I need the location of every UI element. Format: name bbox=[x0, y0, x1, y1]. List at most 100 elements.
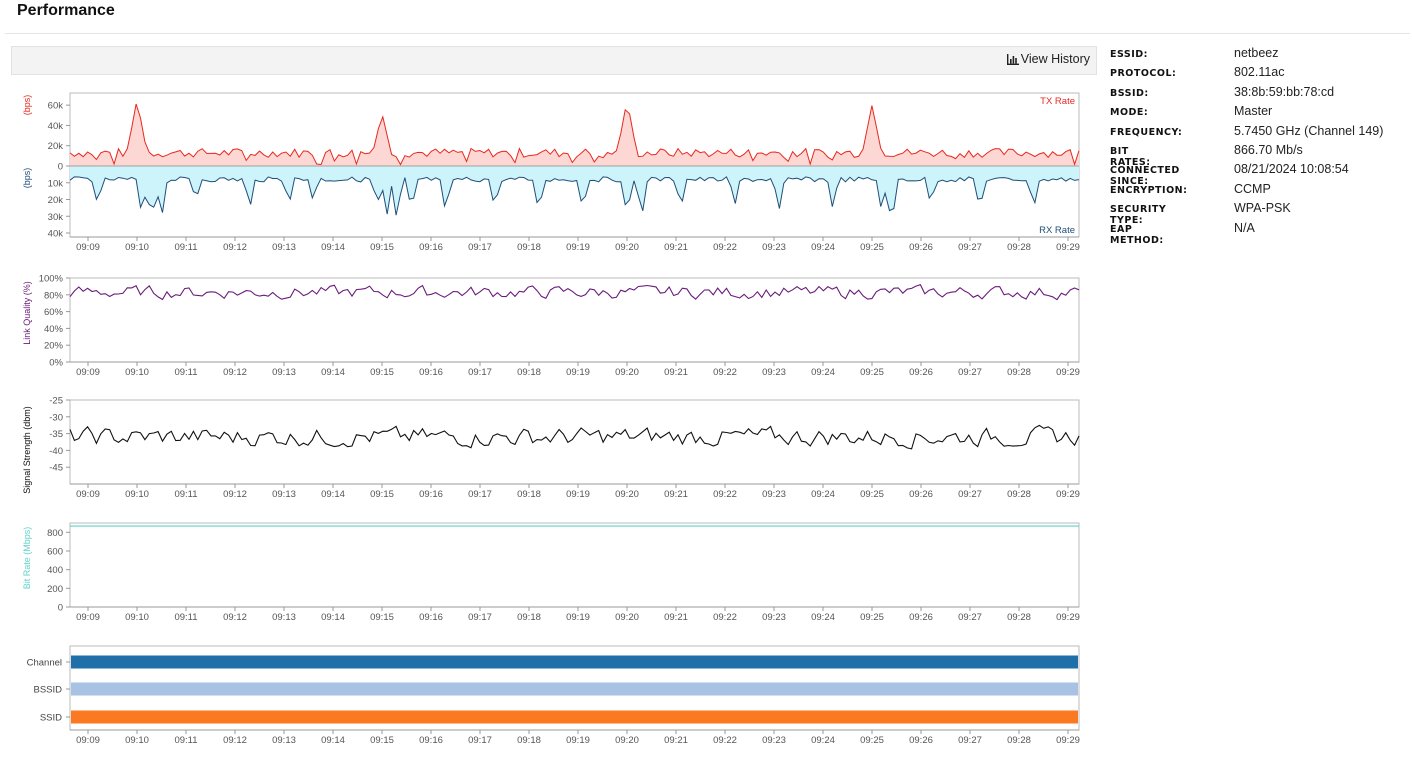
x-tick-label: 09:25 bbox=[860, 735, 884, 746]
view-history-label: View History bbox=[1020, 52, 1090, 66]
y-tick-label: 0% bbox=[49, 358, 63, 369]
info-label: PROTOCOL: bbox=[1110, 68, 1177, 80]
x-tick-label: 09:11 bbox=[174, 612, 197, 623]
y-tick-label: 10k bbox=[48, 178, 64, 189]
x-tick-label: 09:16 bbox=[419, 735, 443, 746]
x-tick-label: 09:14 bbox=[321, 612, 345, 623]
x-tick-label: 09:13 bbox=[272, 735, 296, 746]
x-tick-label: 09:14 bbox=[321, 367, 345, 378]
x-tick-label: 09:28 bbox=[1007, 367, 1031, 378]
x-tick-label: 09:13 bbox=[272, 367, 296, 378]
y-tick-label: 20k bbox=[48, 141, 64, 152]
x-tick-label: 09:28 bbox=[1007, 735, 1031, 746]
y-tick-label: 20% bbox=[44, 341, 64, 352]
x-tick-label: 09:28 bbox=[1007, 489, 1031, 500]
y-tick-label: 40k bbox=[48, 229, 64, 240]
x-tick-label: 09:16 bbox=[419, 489, 443, 500]
performance-charts: 60k 40k 20k 0 10k 20k 30k 40k (bps) (bps) TX Rate R… bbox=[22, 92, 1080, 746]
x-tick-label: 09:24 bbox=[811, 367, 835, 378]
x-tick-label: 09:29 bbox=[1056, 367, 1080, 378]
title-divider bbox=[5, 33, 1410, 34]
x-tick-label: 09:22 bbox=[713, 489, 737, 500]
x-tick-label: 09:20 bbox=[615, 242, 639, 253]
bar-chart-icon bbox=[1006, 53, 1019, 65]
x-tick-label: 09:24 bbox=[811, 489, 835, 500]
x-tick-label: 09:25 bbox=[860, 612, 884, 623]
x-tick-label: 09:11 bbox=[174, 735, 197, 746]
x-tick-label: 09:22 bbox=[713, 735, 737, 746]
view-history-button[interactable]: View History bbox=[1006, 52, 1090, 66]
x-tick-label: 09:17 bbox=[468, 367, 492, 378]
x-tick-label: 09:12 bbox=[223, 612, 247, 623]
x-tick-label: 09:25 bbox=[860, 489, 884, 500]
x-tick-label: 09:13 bbox=[272, 489, 296, 500]
x-tick-label: 09:16 bbox=[419, 367, 443, 378]
y-tick-label: 30k bbox=[48, 212, 64, 223]
link-quality-y-label: Link Quality (%) bbox=[22, 281, 32, 345]
x-tick-label: 09:10 bbox=[125, 735, 149, 746]
x-tick-label: 09:27 bbox=[958, 242, 982, 253]
x-tick-label: 09:15 bbox=[370, 612, 394, 623]
x-tick-label: 09:19 bbox=[566, 612, 590, 623]
x-tick-label: 09:15 bbox=[370, 735, 394, 746]
x-tick-label: 09:20 bbox=[615, 735, 639, 746]
info-label: BSSID: bbox=[1110, 87, 1149, 99]
x-tick-label: 09:14 bbox=[321, 735, 345, 746]
y-tick-label: -25 bbox=[49, 396, 63, 407]
info-value: CCMP bbox=[1234, 181, 1271, 196]
x-tick-label: 09:29 bbox=[1056, 489, 1080, 500]
bit-rate-y-label: Bit Rate (Mbps) bbox=[22, 527, 32, 590]
info-value: Master bbox=[1234, 104, 1273, 119]
x-tick-label: 09:20 bbox=[615, 612, 639, 623]
x-tick-label: 09:18 bbox=[517, 612, 541, 623]
x-tick-label: 09:20 bbox=[615, 367, 639, 378]
x-tick-label: 09:28 bbox=[1007, 612, 1031, 623]
x-tick-label: 09:29 bbox=[1056, 242, 1080, 253]
info-label: FREQUENCY: bbox=[1110, 126, 1183, 138]
x-tick-label: 09:21 bbox=[664, 367, 688, 378]
x-tick-label: 09:15 bbox=[370, 367, 394, 378]
x-tick-label: 09:22 bbox=[713, 612, 737, 623]
y-tick-label: 20k bbox=[48, 195, 64, 206]
y-tick-label: -35 bbox=[49, 429, 63, 440]
x-tick-label: 09:27 bbox=[958, 367, 982, 378]
x-tick-label: 09:26 bbox=[909, 242, 933, 253]
timeline-bar bbox=[71, 682, 1078, 696]
x-tick-label: 09:21 bbox=[664, 489, 688, 500]
rx-rate-line bbox=[69, 176, 1080, 216]
info-value: 08/21/2024 10:08:54 bbox=[1234, 162, 1349, 177]
x-tick-label: 09:27 bbox=[958, 612, 982, 623]
y-tick-label: 0 bbox=[58, 162, 63, 173]
x-tick-label: 09:26 bbox=[909, 367, 933, 378]
x-tick-label: 09:13 bbox=[272, 612, 296, 623]
timeline-bar bbox=[71, 710, 1078, 724]
x-tick-label: 09:10 bbox=[125, 242, 149, 253]
x-tick-label: 09:09 bbox=[76, 735, 100, 746]
x-tick-label: 09:14 bbox=[321, 242, 345, 253]
x-tick-label: 09:11 bbox=[174, 367, 197, 378]
x-tick-label: 09:17 bbox=[468, 612, 492, 623]
x-tick-label: 09:27 bbox=[958, 735, 982, 746]
x-tick-label: 09:09 bbox=[76, 367, 100, 378]
info-value: 38:8b:59:bb:78:cd bbox=[1234, 84, 1335, 99]
info-label: SECURITY TYPE: bbox=[1110, 204, 1167, 227]
info-value: netbeez bbox=[1234, 46, 1279, 60]
y-tick-label: 600 bbox=[47, 547, 63, 558]
y-tick-label: -40 bbox=[49, 446, 63, 457]
y-tick-label: 100% bbox=[39, 274, 64, 285]
x-tick-label: 09:19 bbox=[566, 735, 590, 746]
info-value: N/A bbox=[1234, 220, 1255, 235]
tx-area bbox=[70, 104, 1079, 166]
signal-strength-line bbox=[69, 424, 1080, 450]
y-tick-label: 400 bbox=[47, 565, 63, 576]
chart-frame bbox=[69, 399, 1080, 485]
info-label: BIT RATES: bbox=[1110, 145, 1151, 168]
x-tick-label: 09:12 bbox=[223, 735, 247, 746]
x-tick-label: 09:13 bbox=[272, 242, 296, 253]
info-label: EAP METHOD: bbox=[1110, 223, 1164, 246]
x-tick-label: 09:25 bbox=[860, 242, 884, 253]
chart-frame bbox=[69, 522, 1080, 608]
x-tick-label: 09:09 bbox=[76, 242, 100, 253]
x-tick-label: 09:22 bbox=[713, 242, 737, 253]
x-tick-label: 09:23 bbox=[762, 489, 786, 500]
